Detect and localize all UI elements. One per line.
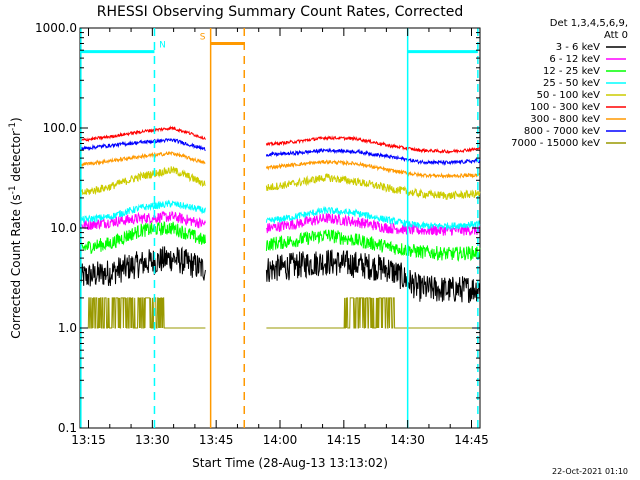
data-layer (80, 125, 481, 329)
legend-label: 6 - 12 keV (549, 54, 600, 65)
x-tick-label: 13:15 (71, 433, 106, 447)
x-tick-label: 14:30 (390, 433, 425, 447)
legend-label: 25 - 50 keV (543, 78, 600, 89)
interval-label: S (200, 32, 206, 42)
legend-header-detectors: Det 1,3,4,5,6,9, (550, 18, 628, 29)
y-tick-label: 1000.0 (35, 21, 77, 35)
x-tick-label: 13:45 (199, 433, 234, 447)
legend-label: 300 - 800 keV (530, 114, 600, 125)
series-line (80, 125, 481, 154)
series-line (80, 210, 481, 237)
y-tick-label: 1.0 (58, 321, 77, 335)
y-tick-label: 100.0 (43, 121, 77, 135)
x-tick-label: 14:00 (263, 433, 298, 447)
x-tick-label: 14:15 (327, 433, 362, 447)
series-line (80, 297, 480, 329)
footer-timestamp: 22-Oct-2021 01:10 (552, 467, 628, 476)
chart-title: RHESSI Observing Summary Count Rates, Co… (97, 4, 463, 20)
x-tick-label: 14:45 (454, 433, 489, 447)
legend-header-attenuator: Att 0 (604, 30, 628, 41)
series-line (80, 166, 481, 200)
series-line (80, 199, 481, 231)
legend-label: 800 - 7000 keV (524, 126, 600, 137)
series-line (80, 246, 481, 304)
legend-label: 100 - 300 keV (530, 102, 600, 113)
interval-label: N (159, 41, 166, 51)
series-line (80, 137, 481, 166)
y-tick-label: 10.0 (50, 221, 77, 235)
series-line (80, 220, 481, 262)
y-axis: 1000.0 100.0 10.0 1.0 0.1 (35, 21, 480, 435)
x-axis: 13:15 13:30 13:45 14:00 14:15 14:30 14:45 (71, 28, 489, 447)
legend-label: 7000 - 15000 keV (511, 138, 600, 149)
series-line (80, 151, 481, 179)
legend-label: 3 - 6 keV (556, 42, 600, 53)
y-axis-label: Corrected Count Rate (s-1 detector-1) (8, 117, 23, 338)
x-tick-label: 13:30 (135, 433, 170, 447)
legend-label: 50 - 100 keV (537, 90, 601, 101)
x-axis-label: Start Time (28-Aug-13 13:13:02) (192, 456, 388, 470)
legend-label: 12 - 25 keV (543, 66, 600, 77)
y-tick-label: 0.1 (58, 421, 77, 435)
